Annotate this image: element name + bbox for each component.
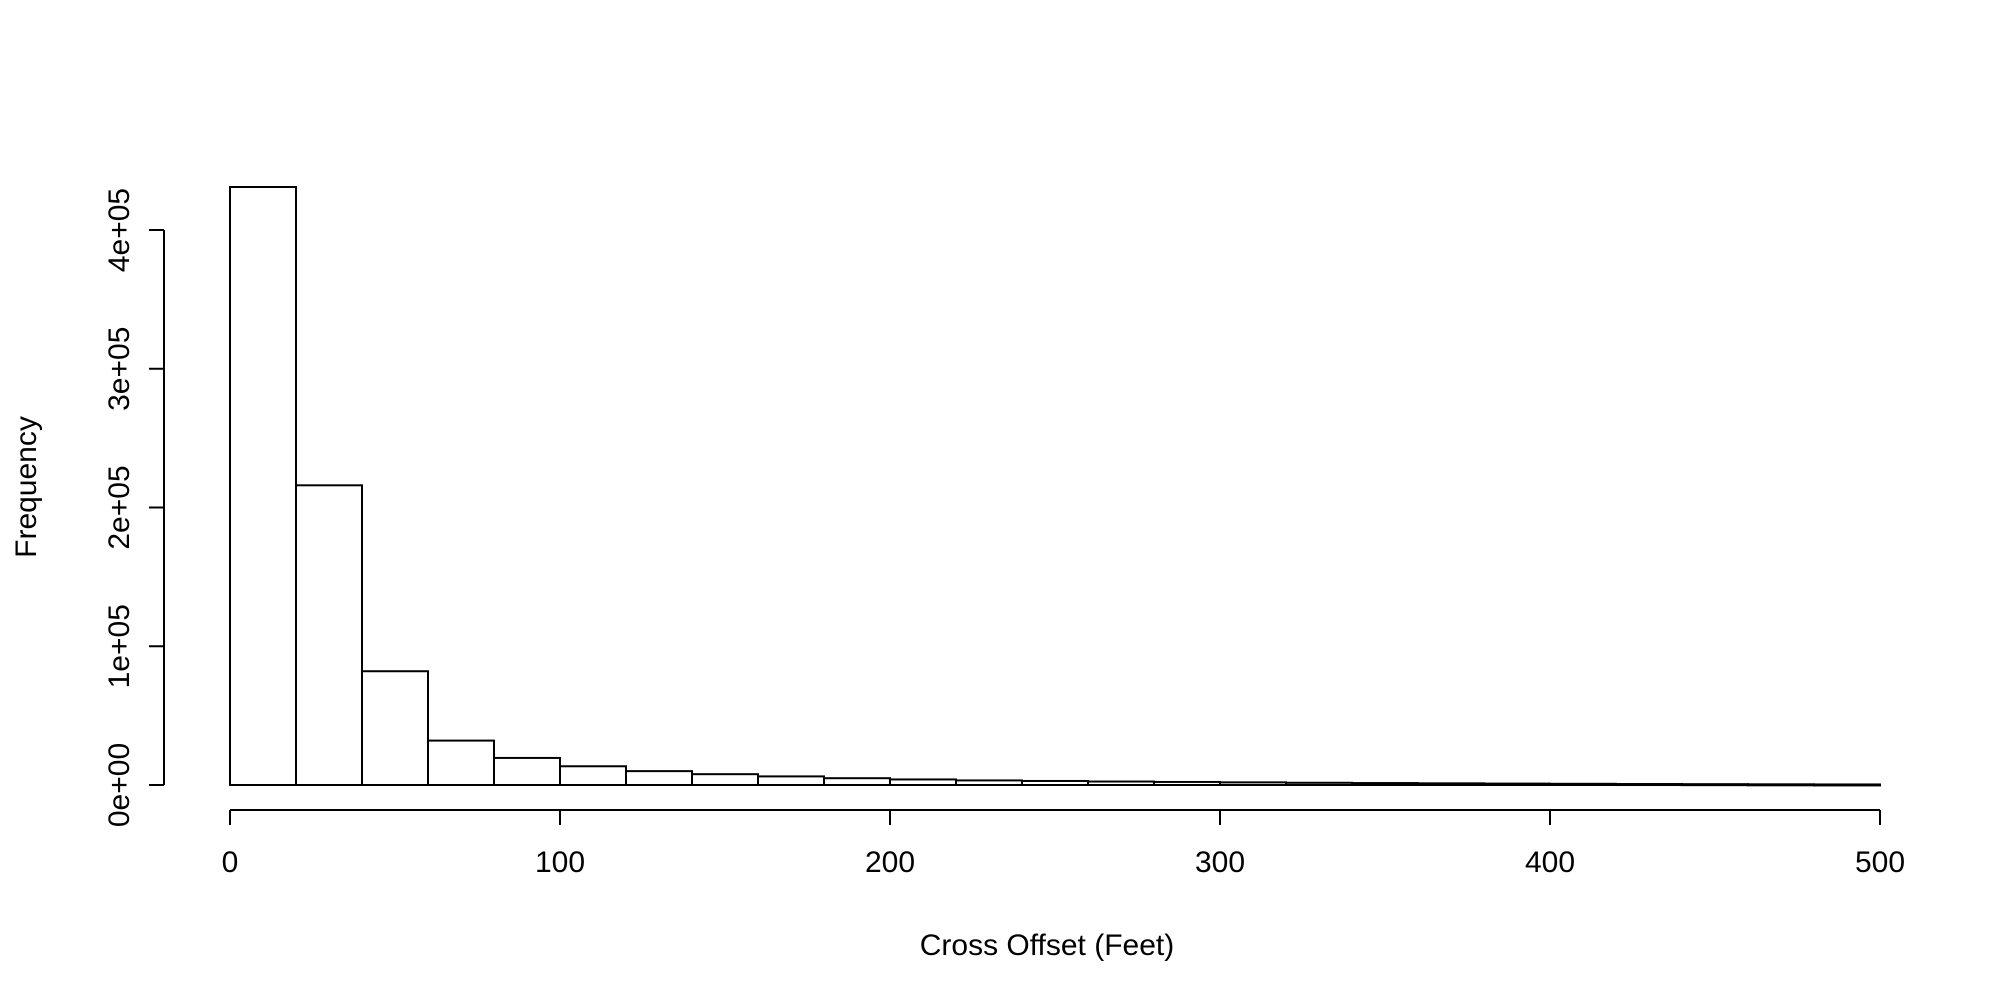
y-tick-label: 4e+05 [103,188,136,272]
histogram-bar [1351,782,1419,787]
histogram-bar [823,777,891,787]
x-tick-label: 500 [1855,846,1905,879]
histogram-bar [493,756,561,787]
histogram-bar [295,484,363,786]
y-tick-label: 3e+05 [103,327,136,411]
histogram-bar [229,186,297,786]
histogram-bar [1615,783,1683,787]
histogram-bar [625,770,693,787]
x-tick-label: 0 [222,846,239,879]
histogram-bar [1813,783,1881,787]
histogram-bar [1153,780,1221,787]
histogram-bars [229,186,1881,787]
histogram-bar [691,773,759,787]
histogram-bar [757,775,825,787]
histogram-bar [889,778,957,787]
histogram-bar [1219,781,1287,787]
histogram-bar [361,670,429,786]
histogram-bar [1747,783,1815,787]
histogram-bar [1681,783,1749,787]
x-tick-label: 100 [535,846,585,879]
x-axis: 0 100 200 300 400 500 [222,809,1905,879]
x-tick-label: 300 [1195,846,1245,879]
x-tick-label: 200 [865,846,915,879]
histogram-bar [1549,782,1617,787]
histogram-bar [1087,780,1155,786]
histogram-bar [1285,781,1353,786]
y-axis: 0e+00 1e+05 2e+05 3e+05 4e+05 [103,188,165,827]
y-tick-label: 2e+05 [103,465,136,549]
histogram-bar [1483,782,1551,787]
histogram-bar [559,765,627,787]
histogram-bar [427,739,495,787]
x-tick-label: 400 [1525,846,1575,879]
histogram-bar [1417,782,1485,786]
histogram-bar [955,779,1023,786]
y-tick-label: 0e+00 [103,743,136,827]
y-axis-title: Frequency [10,416,43,558]
x-axis-title: Cross Offset (Feet) [920,929,1175,962]
histogram-bar [1021,779,1089,786]
y-tick-label: 1e+05 [103,604,136,688]
